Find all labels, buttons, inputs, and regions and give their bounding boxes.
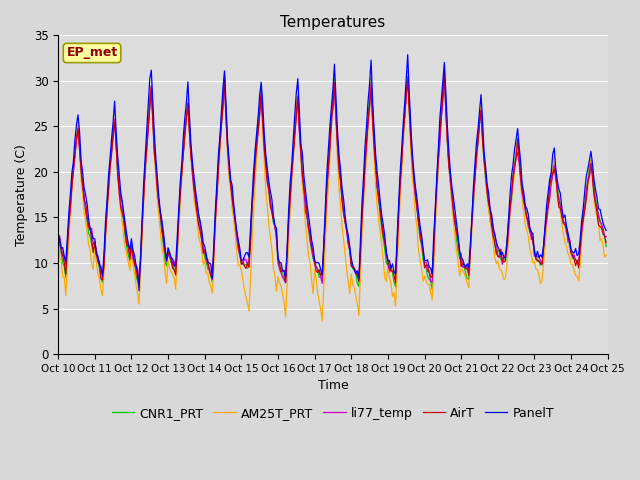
li77_temp <box>218 119 225 125</box>
AM25T_PRT <box>122 245 129 251</box>
X-axis label: Time: Time <box>317 379 348 392</box>
Line: PanelT: PanelT <box>58 55 606 291</box>
PanelT <box>404 52 412 58</box>
CNR1_PRT <box>575 262 582 268</box>
AM25T_PRT <box>318 318 326 324</box>
li77_temp <box>245 257 253 263</box>
AM25T_PRT <box>294 83 301 89</box>
Line: AM25T_PRT: AM25T_PRT <box>58 65 606 321</box>
PanelT <box>237 258 245 264</box>
li77_temp <box>440 72 448 78</box>
AirT <box>392 280 399 286</box>
li77_temp <box>294 94 301 99</box>
CNR1_PRT <box>245 264 253 269</box>
AM25T_PRT <box>54 243 62 249</box>
Line: li77_temp: li77_temp <box>58 75 606 283</box>
CNR1_PRT <box>404 68 412 74</box>
li77_temp <box>122 225 129 231</box>
PanelT <box>575 251 582 256</box>
PanelT <box>296 107 303 113</box>
Title: Temperatures: Temperatures <box>280 15 385 30</box>
li77_temp <box>602 234 610 240</box>
AM25T_PRT <box>575 277 582 283</box>
AM25T_PRT <box>245 308 253 314</box>
AirT <box>122 231 129 237</box>
Line: CNR1_PRT: CNR1_PRT <box>58 71 606 289</box>
PanelT <box>54 231 62 237</box>
Text: EP_met: EP_met <box>67 47 118 60</box>
CNR1_PRT <box>236 252 244 257</box>
AM25T_PRT <box>236 263 244 268</box>
AirT <box>440 68 448 73</box>
PanelT <box>122 221 129 227</box>
CNR1_PRT <box>294 91 301 97</box>
li77_temp <box>236 252 244 258</box>
Line: AirT: AirT <box>58 71 606 283</box>
CNR1_PRT <box>428 287 436 292</box>
AM25T_PRT <box>218 123 225 129</box>
li77_temp <box>54 237 62 242</box>
Y-axis label: Temperature (C): Temperature (C) <box>15 144 28 246</box>
PanelT <box>135 288 143 294</box>
AirT <box>575 265 582 271</box>
AM25T_PRT <box>440 62 448 68</box>
CNR1_PRT <box>602 244 610 250</box>
CNR1_PRT <box>54 229 62 235</box>
CNR1_PRT <box>122 235 129 240</box>
AirT <box>218 121 225 127</box>
AirT <box>236 251 244 257</box>
AM25T_PRT <box>602 252 610 258</box>
PanelT <box>219 84 227 90</box>
PanelT <box>602 228 610 233</box>
li77_temp <box>318 280 326 286</box>
Legend: CNR1_PRT, AM25T_PRT, li77_temp, AirT, PanelT: CNR1_PRT, AM25T_PRT, li77_temp, AirT, Pa… <box>107 402 559 425</box>
AirT <box>54 233 62 239</box>
PanelT <box>246 225 254 231</box>
CNR1_PRT <box>218 119 225 125</box>
AirT <box>602 240 610 245</box>
AirT <box>245 264 253 270</box>
AirT <box>294 95 301 100</box>
li77_temp <box>575 257 582 263</box>
